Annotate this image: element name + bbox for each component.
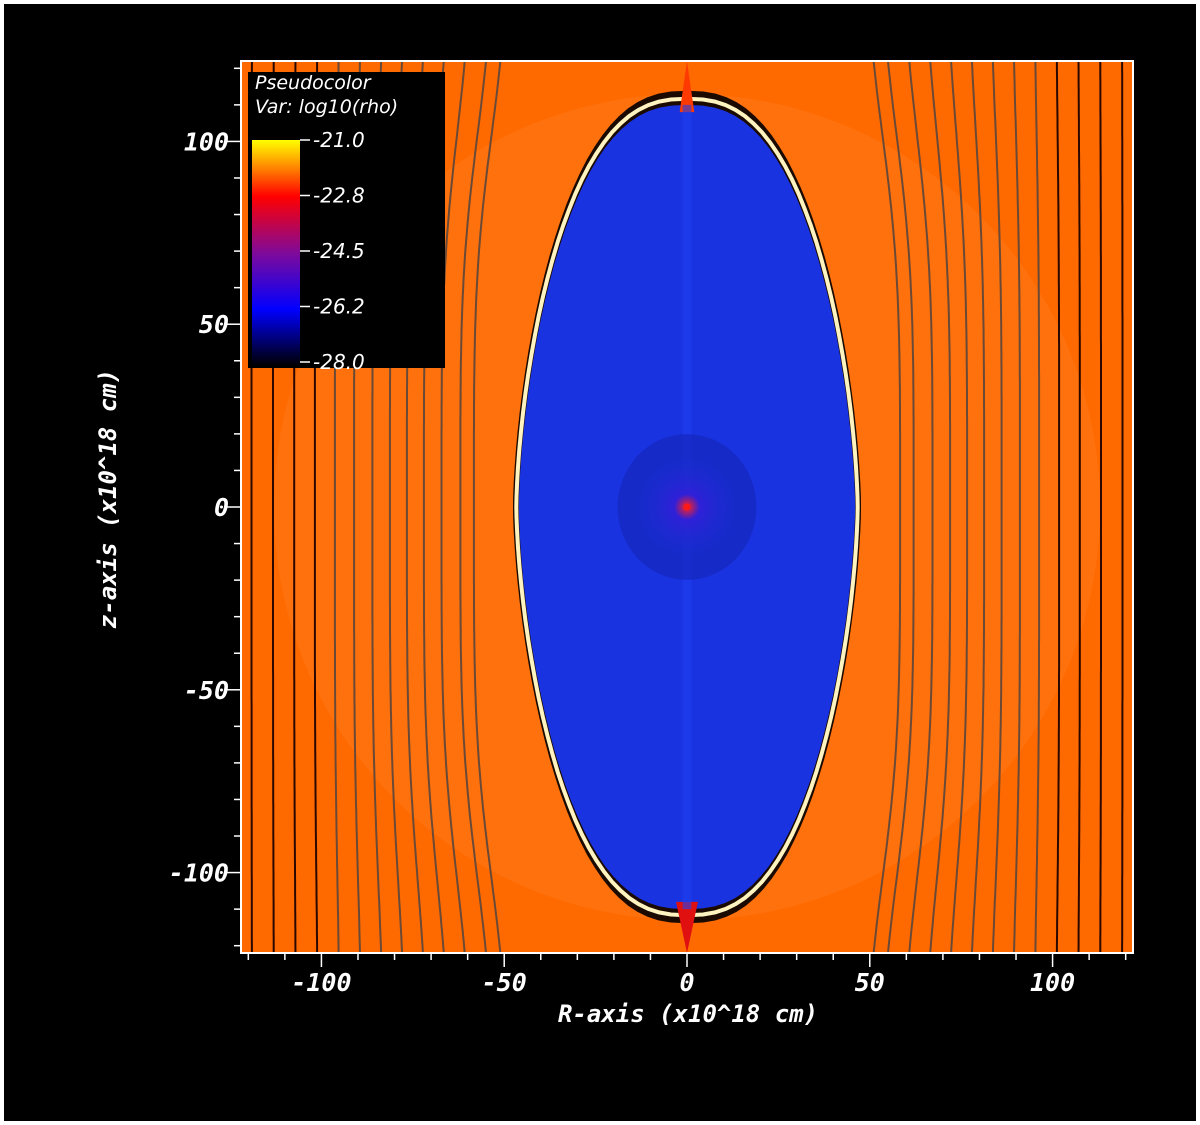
legend-tick-label: -21.0 bbox=[313, 128, 365, 152]
x-tick-label: 50 bbox=[855, 968, 885, 997]
legend-variable: Var: log10(rho) bbox=[255, 96, 398, 118]
y-tick-label: -50 bbox=[184, 676, 229, 705]
legend-tick-label: -24.5 bbox=[313, 239, 365, 263]
field-line bbox=[1055, 61, 1061, 953]
legend-title: Pseudocolor bbox=[255, 72, 372, 94]
x-tick-label: 0 bbox=[679, 968, 694, 997]
field-line bbox=[872, 61, 902, 953]
colorbar-legend: Pseudocolor Var: log10(rho) -21.0 -22.8 -2… bbox=[248, 72, 445, 374]
field-line bbox=[1099, 61, 1102, 953]
south-jet bbox=[676, 901, 698, 953]
plot-frame: -100 -50 0 50 100 100 50 0 -50 -100 R-axis (x10^1… bbox=[4, 4, 1196, 1121]
y-tick-label: -100 bbox=[169, 859, 229, 888]
legend-tick-label: -28.0 bbox=[313, 350, 365, 374]
density-plot: -100 -50 0 50 100 100 50 0 -50 -100 R-axis (x10^1… bbox=[94, 60, 1134, 1028]
x-tick-label: -50 bbox=[482, 968, 527, 997]
field-line bbox=[1013, 61, 1021, 953]
north-jet bbox=[679, 61, 695, 113]
density-field bbox=[241, 61, 1133, 953]
y-tick-label: 50 bbox=[199, 310, 229, 339]
central-source bbox=[683, 503, 691, 511]
field-line bbox=[440, 61, 466, 953]
y-tick-label: 0 bbox=[214, 493, 229, 522]
x-axis-label: R-axis (x10^18 cm) bbox=[558, 1000, 818, 1028]
field-line bbox=[887, 61, 915, 953]
field-line bbox=[929, 61, 952, 953]
colorbar bbox=[252, 140, 300, 366]
field-line bbox=[908, 61, 934, 953]
axes bbox=[227, 60, 1134, 967]
field-line bbox=[472, 61, 502, 953]
swept-shell bbox=[514, 96, 860, 918]
x-tick-label: 100 bbox=[1030, 968, 1075, 997]
y-tick-label: 100 bbox=[184, 127, 229, 156]
x-tick-label: -100 bbox=[291, 968, 351, 997]
legend-tick-label: -26.2 bbox=[313, 295, 365, 319]
field-line bbox=[991, 61, 1003, 953]
field-line bbox=[459, 61, 487, 953]
legend-tick-label: -22.8 bbox=[313, 184, 365, 208]
tick-labels: -100 -50 0 50 100 100 50 0 -50 -100 bbox=[169, 127, 1075, 997]
field-line bbox=[970, 61, 986, 953]
y-axis-label: z-axis (x10^18 cm) bbox=[94, 369, 122, 629]
field-line bbox=[950, 61, 969, 953]
field-line bbox=[1034, 61, 1041, 953]
field-line bbox=[1077, 61, 1081, 953]
